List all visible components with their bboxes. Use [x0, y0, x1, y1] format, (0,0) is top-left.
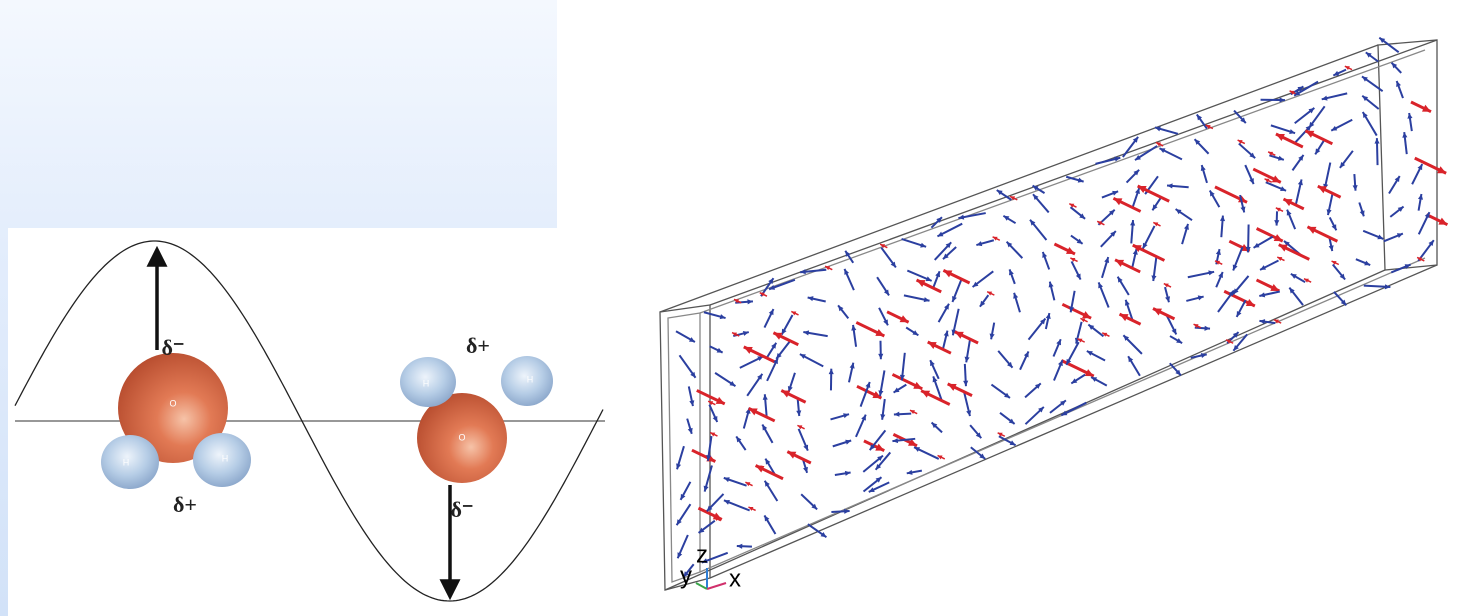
molecule: O H H δ+ δ⁻	[400, 333, 553, 522]
page: O H H δ⁻ δ+ O H H δ+ δ⁻ y z x (() => { c…	[0, 0, 1482, 616]
axis-label: x	[729, 565, 741, 592]
x-axis	[707, 583, 726, 589]
arrow-head	[865, 382, 870, 388]
arrow-head	[845, 440, 851, 445]
y-axis	[696, 583, 707, 589]
canvas: O H H δ⁻ δ+ O H H δ+ δ⁻ y z x	[0, 0, 1482, 616]
arrow-head	[1374, 138, 1379, 143]
arrow-head	[878, 354, 883, 359]
arrow-head	[1360, 210, 1365, 216]
arrow-head	[963, 381, 968, 387]
arrow-head	[724, 477, 730, 482]
arrow-head	[747, 299, 753, 304]
vector-field	[676, 38, 1447, 577]
atom-label: O	[458, 432, 465, 442]
atom-label: H	[222, 453, 229, 463]
arrow-head	[763, 394, 768, 400]
axis-label: y	[680, 562, 692, 589]
arrow-head	[894, 412, 900, 417]
axis-label: z	[696, 541, 708, 568]
atom-label: O	[169, 398, 176, 408]
atom-label: H	[123, 457, 130, 467]
atom-label: H	[423, 378, 430, 388]
charge-label: δ+	[466, 333, 490, 358]
arrow-head	[1289, 129, 1295, 134]
arrow-head	[1130, 220, 1135, 226]
charge-label: δ+	[173, 492, 197, 517]
arrow-head	[1125, 300, 1130, 306]
hydrogen-atom	[101, 435, 159, 489]
arrow-head	[1353, 185, 1358, 191]
arrow-head	[1135, 188, 1140, 194]
arrow-head	[1167, 183, 1173, 188]
charge-label: δ⁻	[161, 335, 184, 360]
atom-label: H	[527, 374, 534, 384]
arrow-head	[737, 544, 743, 549]
arrow-head	[796, 410, 801, 416]
arrow-head	[933, 376, 938, 382]
charge-label: δ⁻	[450, 497, 473, 522]
arrow-head	[1204, 326, 1210, 331]
arrow-head	[1009, 269, 1014, 275]
arrow-head	[1220, 216, 1225, 222]
arrow-head	[1396, 81, 1401, 87]
molecule: O H H δ⁻ δ+	[101, 335, 251, 517]
arrow-head	[1042, 252, 1047, 258]
arrow-head	[1274, 220, 1279, 225]
arrow-head	[920, 243, 926, 248]
arrow-head	[829, 369, 834, 374]
